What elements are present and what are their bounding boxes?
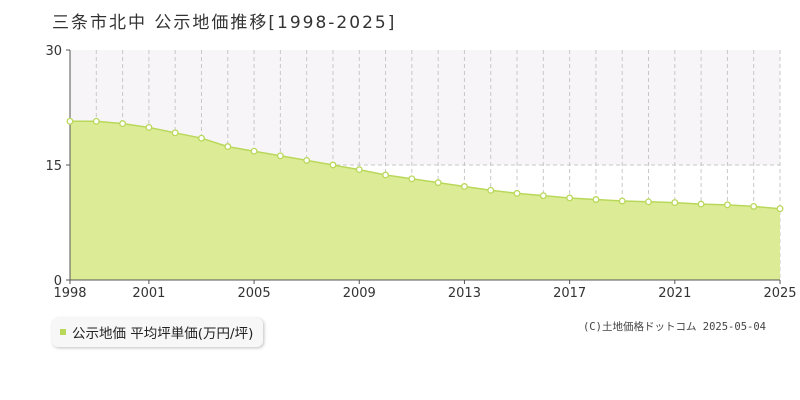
legend-swatch-icon bbox=[60, 329, 66, 335]
data-point-2014 bbox=[487, 186, 495, 194]
data-point-2015 bbox=[513, 189, 521, 197]
data-point-2013 bbox=[460, 183, 468, 190]
x-tick-label-2001: 2001 bbox=[132, 286, 165, 300]
x-tick-label-2005: 2005 bbox=[238, 286, 271, 300]
data-point-2009 bbox=[355, 166, 363, 174]
data-point-2020 bbox=[645, 198, 652, 206]
page-title: 三条市北中 公示地価推移[1998-2025] bbox=[52, 13, 397, 33]
data-markers bbox=[66, 117, 784, 213]
copyright: (C)土地価格ドットコム 2025-05-04 bbox=[582, 321, 766, 333]
x-tick-label-2017: 2017 bbox=[553, 286, 586, 300]
data-point-2024 bbox=[750, 202, 758, 210]
data-point-2010 bbox=[382, 171, 390, 179]
y-tick-label-30: 30 bbox=[45, 44, 62, 59]
data-point-2007 bbox=[303, 156, 311, 164]
data-point-2019 bbox=[618, 197, 626, 205]
data-point-2000 bbox=[119, 120, 127, 128]
data-point-2006 bbox=[276, 152, 284, 160]
data-point-2003 bbox=[198, 134, 205, 142]
data-point-2005 bbox=[250, 147, 258, 155]
y-tick-label-15: 15 bbox=[45, 159, 62, 174]
x-tick-labels: 1998 2001 2005 2009 2013 2017 2021 2025 bbox=[53, 280, 797, 300]
y-tick-labels: 0 15 30 bbox=[45, 44, 70, 289]
data-point-2011 bbox=[408, 175, 416, 183]
price-area bbox=[70, 121, 780, 280]
data-point-1998 bbox=[66, 117, 74, 125]
data-point-2002 bbox=[171, 129, 179, 137]
data-point-2023 bbox=[723, 201, 731, 209]
land-price-chart: 1998 2001 2005 2009 2013 2017 2021 2025 0 15 30 bbox=[45, 44, 797, 300]
data-point-2022 bbox=[697, 200, 705, 208]
x-tick-label-2009: 2009 bbox=[343, 286, 376, 300]
data-point-2001 bbox=[145, 123, 153, 131]
price-line bbox=[70, 120, 781, 210]
data-point-2017 bbox=[566, 194, 574, 202]
data-point-2004 bbox=[224, 143, 232, 151]
data-point-2016 bbox=[539, 192, 547, 200]
x-tick-label-2025: 2025 bbox=[763, 286, 796, 300]
legend-label: 公示地価 平均坪単価(万円/坪) bbox=[72, 326, 254, 342]
x-tick-label-2021: 2021 bbox=[658, 286, 691, 300]
data-point-2021 bbox=[671, 199, 679, 207]
data-point-2018 bbox=[592, 196, 600, 203]
x-tick-label-2013: 2013 bbox=[448, 286, 481, 300]
y-tick-label-0: 0 bbox=[54, 274, 62, 289]
data-point-2025 bbox=[776, 205, 784, 213]
data-point-1999 bbox=[92, 117, 100, 125]
x-tick-label-1998: 1998 bbox=[53, 286, 86, 300]
legend: 公示地価 平均坪単価(万円/坪) bbox=[52, 318, 264, 347]
data-point-2012 bbox=[434, 179, 442, 187]
data-point-2008 bbox=[329, 161, 337, 169]
